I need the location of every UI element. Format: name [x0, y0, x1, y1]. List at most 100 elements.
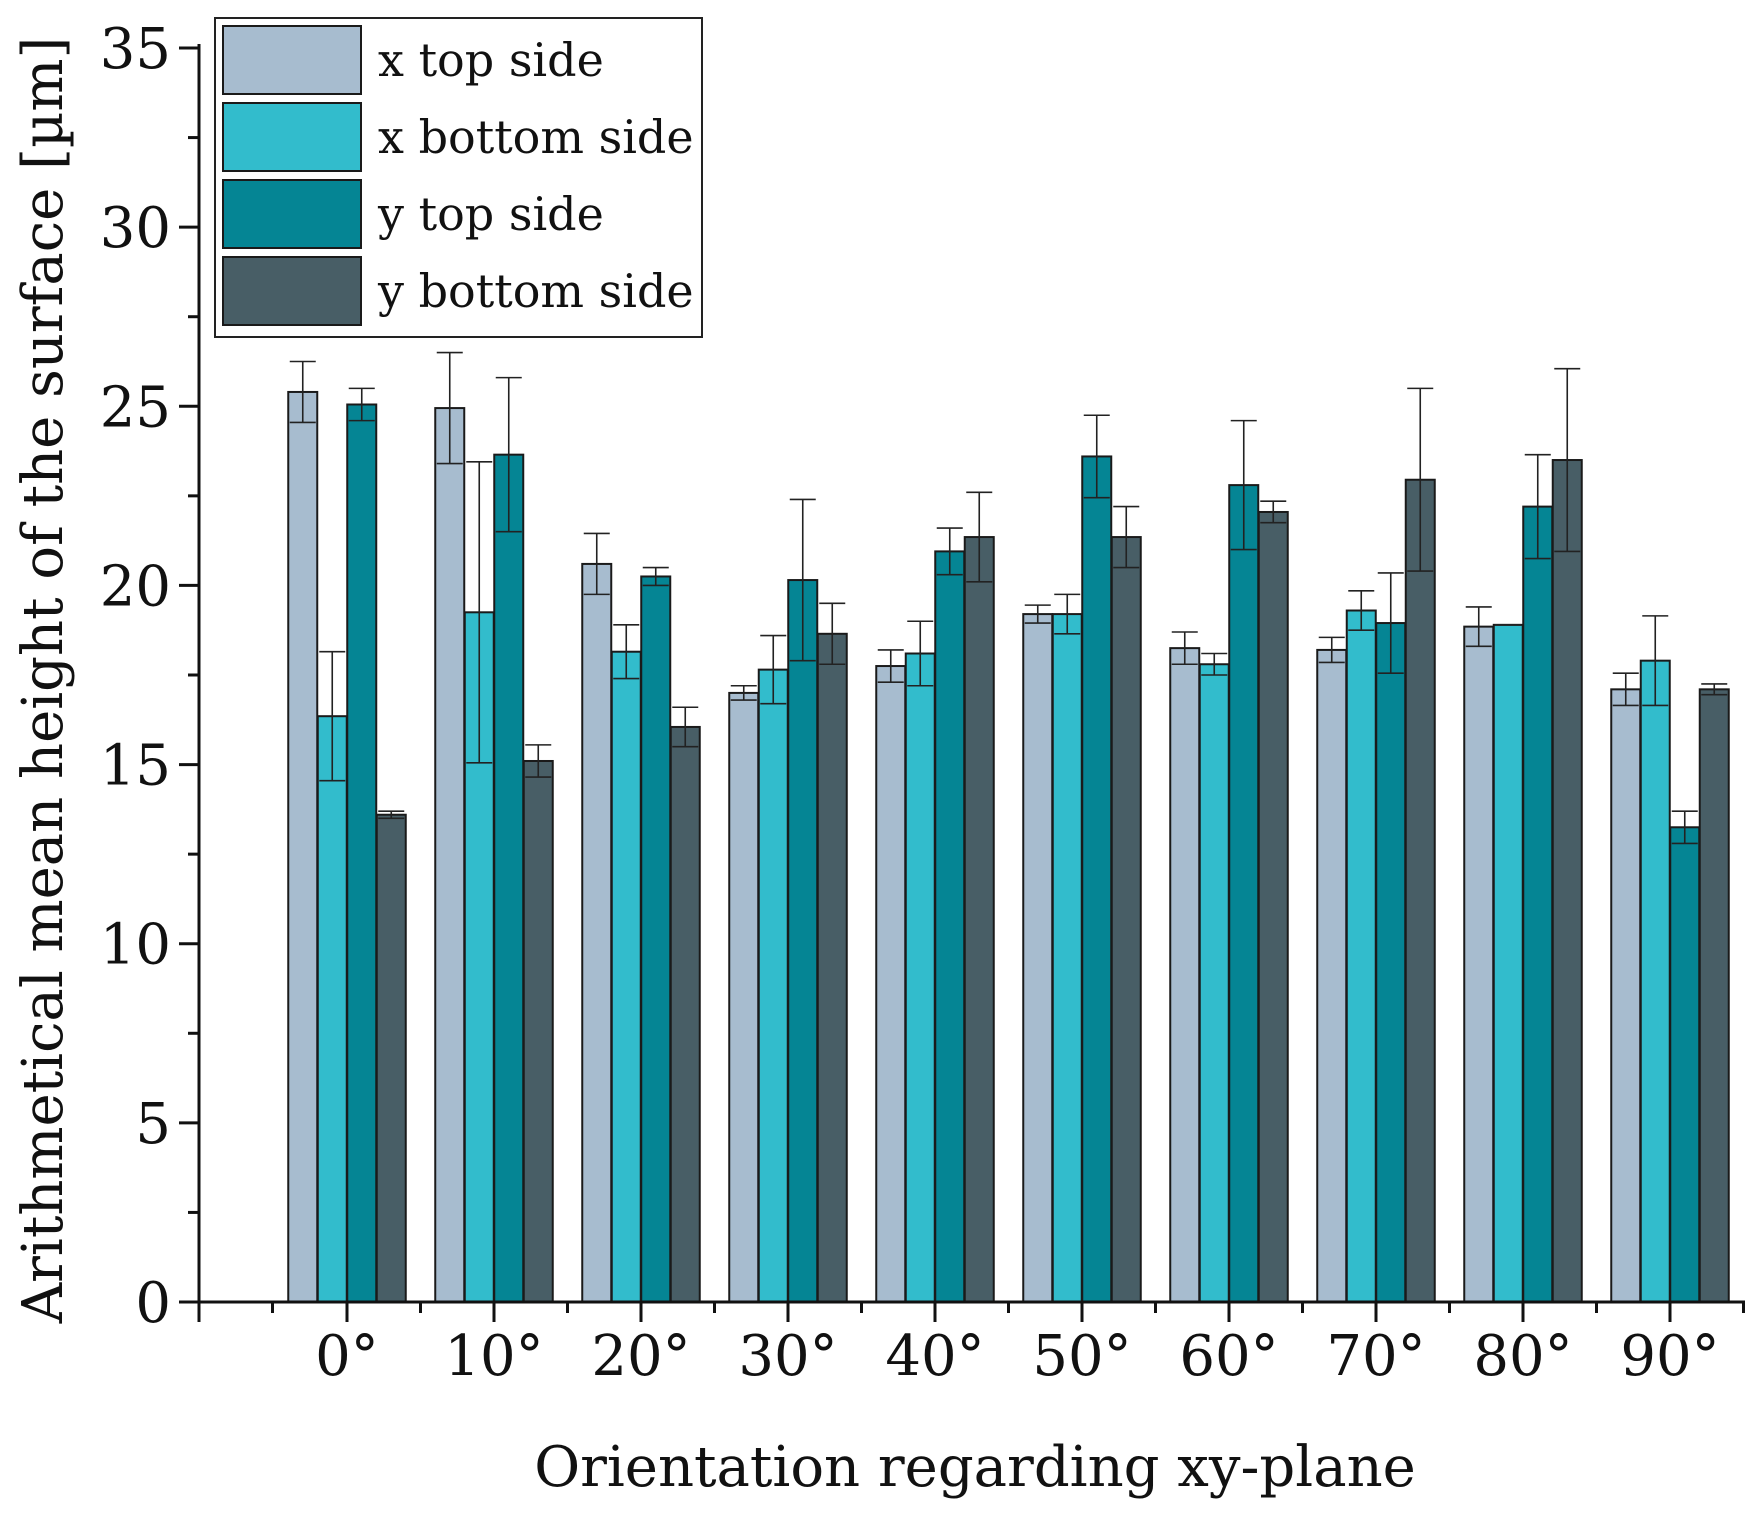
bar-s3-c9 [1698, 688, 1730, 1303]
bar-s3-c1 [522, 759, 554, 1303]
error-bar-s0-c1 [436, 351, 463, 465]
bar-s2-c9 [1669, 826, 1701, 1303]
bar-s3-c2 [669, 725, 701, 1303]
x-tick-label: 30° [738, 1324, 837, 1389]
x-tick-label: 80° [1473, 1324, 1572, 1389]
bar-s0-c3 [728, 691, 760, 1303]
error-bar-s2-c3 [789, 498, 816, 662]
bar-s1-c4 [904, 652, 936, 1303]
legend-swatch [222, 25, 362, 95]
error-bar-s0-c3 [730, 684, 757, 701]
error-bar-s1-c5 [1054, 593, 1081, 635]
error-bar-s1-c0 [319, 650, 346, 782]
error-bar-s2-c0 [348, 387, 375, 422]
legend-label: x top side [378, 33, 604, 87]
error-bar-s1-c9 [1642, 615, 1669, 707]
bar-s2-c4 [934, 550, 966, 1303]
error-bar-s3-c9 [1701, 683, 1728, 696]
error-bar-s3-c6 [1260, 500, 1287, 524]
bar-s1-c9 [1639, 659, 1671, 1303]
bar-s1-c7 [1345, 609, 1377, 1303]
bar-s3-c7 [1404, 478, 1436, 1303]
x-axis-title: Orientation regarding xy-plane [534, 1435, 1416, 1500]
bar-s1-c2 [610, 650, 642, 1303]
y-tick-label: 20 [100, 554, 171, 619]
error-bar-s0-c8 [1465, 606, 1492, 648]
bar-s2-c8 [1522, 505, 1554, 1303]
legend-swatch [222, 256, 362, 326]
error-bar-s3-c5 [1113, 505, 1140, 569]
error-bar-s0-c0 [289, 360, 316, 424]
bar-s1-c3 [757, 668, 789, 1303]
error-bar-s3-c4 [966, 491, 993, 583]
y-axis-title: Arithmetical mean height of the surface … [11, 37, 76, 1325]
bar-s0-c2 [581, 562, 613, 1303]
bar-s3-c5 [1110, 536, 1142, 1303]
plot-area [287, 351, 1730, 1304]
bar-s3-c4 [963, 536, 995, 1303]
error-bar-s1-c3 [760, 634, 787, 705]
error-bar-s0-c7 [1318, 636, 1345, 664]
legend-swatch [222, 102, 362, 172]
x-tick-label: 90° [1620, 1324, 1719, 1389]
bar-s1-c6 [1198, 663, 1230, 1303]
error-bar-s0-c4 [877, 649, 904, 683]
bar-s2-c3 [787, 579, 819, 1303]
y-tick-label: 30 [100, 196, 171, 261]
error-bar-s3-c7 [1407, 387, 1434, 572]
x-tick-label: 20° [591, 1324, 690, 1389]
bar-s0-c6 [1169, 647, 1201, 1303]
bar-s0-c4 [875, 665, 907, 1303]
bar-s0-c9 [1610, 688, 1642, 1303]
legend-label: y top side [377, 187, 604, 241]
error-bar-s1-c1 [466, 461, 493, 764]
bar-s0-c1 [434, 407, 466, 1303]
legend-item: x top side [222, 25, 604, 95]
error-bar-s1-c6 [1201, 652, 1228, 676]
legend-label: y bottom side [377, 264, 694, 318]
bar-s3-c3 [816, 632, 848, 1303]
bar-s1-c5 [1051, 613, 1083, 1303]
bar-s2-c7 [1375, 622, 1407, 1303]
bar-s3-c6 [1257, 510, 1289, 1304]
x-tick-label: 10° [444, 1324, 543, 1389]
bar-s0-c7 [1316, 648, 1348, 1303]
error-bar-s2-c2 [642, 566, 669, 587]
y-tick-label: 35 [100, 17, 171, 82]
bar-s3-c0 [375, 813, 407, 1304]
error-bar-s3-c8 [1554, 367, 1581, 553]
bar-s1-c8 [1492, 623, 1524, 1303]
error-bar-s3-c2 [672, 706, 699, 748]
bar-s1-c0 [316, 715, 348, 1303]
error-bar-s3-c0 [378, 810, 405, 820]
error-bar-s2-c4 [936, 527, 963, 576]
x-tick-label: 0° [315, 1324, 379, 1389]
y-tick-label: 25 [100, 375, 171, 440]
legend-swatch [222, 179, 362, 249]
bar-s2-c1 [493, 453, 525, 1303]
y-tick-label: 5 [135, 1092, 171, 1157]
error-bar-s0-c2 [583, 532, 610, 596]
x-tick-label: 60° [1179, 1324, 1278, 1389]
bar-s2-c2 [640, 575, 672, 1303]
legend-item: x bottom side [222, 102, 694, 172]
bar-s2-c6 [1228, 484, 1260, 1303]
y-tick-label: 15 [100, 734, 171, 799]
y-tick-label: 10 [100, 913, 171, 978]
error-bar-s2-c5 [1083, 414, 1110, 499]
error-bar-s2-c8 [1524, 453, 1551, 560]
error-bar-s2-c7 [1377, 572, 1404, 675]
y-axis: 0 5 10 15 20 25 30 35 [100, 17, 201, 1336]
error-bar-s1-c2 [613, 624, 640, 680]
error-bar-s0-c6 [1171, 631, 1198, 666]
x-tick-label: 50° [1032, 1324, 1131, 1389]
bar-s2-c0 [346, 403, 378, 1304]
bar-s0-c8 [1463, 625, 1495, 1303]
error-bar-s3-c1 [525, 744, 552, 778]
error-bar-s1-c7 [1348, 590, 1375, 632]
legend: x top side x bottom side y top side y botto… [214, 17, 703, 338]
legend-label: x bottom side [378, 110, 694, 164]
error-bar-s2-c1 [495, 376, 522, 533]
legend-item: y bottom side [222, 256, 694, 326]
